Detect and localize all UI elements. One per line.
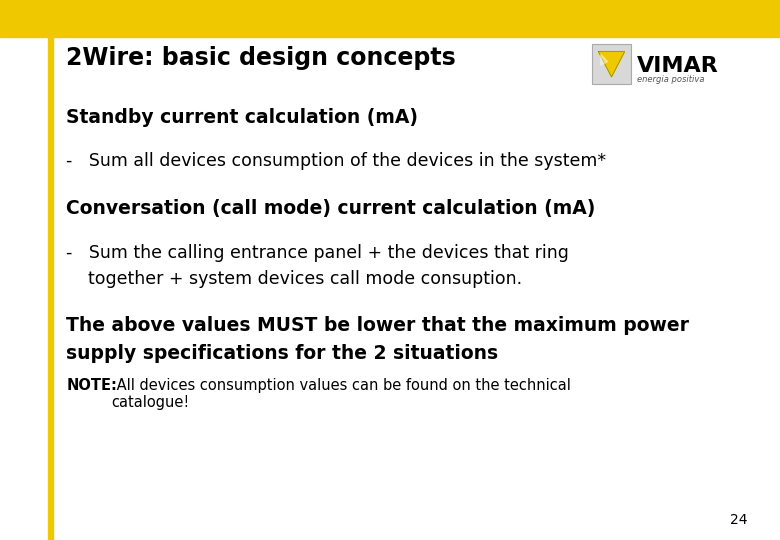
Text: The above values MUST be lower that the maximum power
supply specifications for : The above values MUST be lower that the … xyxy=(66,316,690,363)
Text: Standby current calculation (mA): Standby current calculation (mA) xyxy=(66,108,418,127)
Text: energia positiva: energia positiva xyxy=(637,75,705,84)
FancyBboxPatch shape xyxy=(592,44,631,84)
Text: -   Sum all devices consumption of the devices in the system*: - Sum all devices consumption of the dev… xyxy=(66,152,606,170)
Polygon shape xyxy=(598,52,625,77)
Bar xyxy=(48,37,53,540)
Text: 24: 24 xyxy=(730,512,747,526)
Text: All devices consumption values can be found on the technical
catalogue!: All devices consumption values can be fo… xyxy=(112,378,570,410)
Text: VIMAR: VIMAR xyxy=(637,56,719,76)
Text: NOTE:: NOTE: xyxy=(66,378,117,393)
Text: 2Wire: basic design concepts: 2Wire: basic design concepts xyxy=(66,46,456,70)
Text: Conversation (call mode) current calculation (mA): Conversation (call mode) current calcula… xyxy=(66,199,596,218)
Text: -   Sum the calling entrance panel + the devices that ring
    together + system: - Sum the calling entrance panel + the d… xyxy=(66,244,569,288)
Bar xyxy=(0,0,780,37)
Polygon shape xyxy=(601,55,608,65)
